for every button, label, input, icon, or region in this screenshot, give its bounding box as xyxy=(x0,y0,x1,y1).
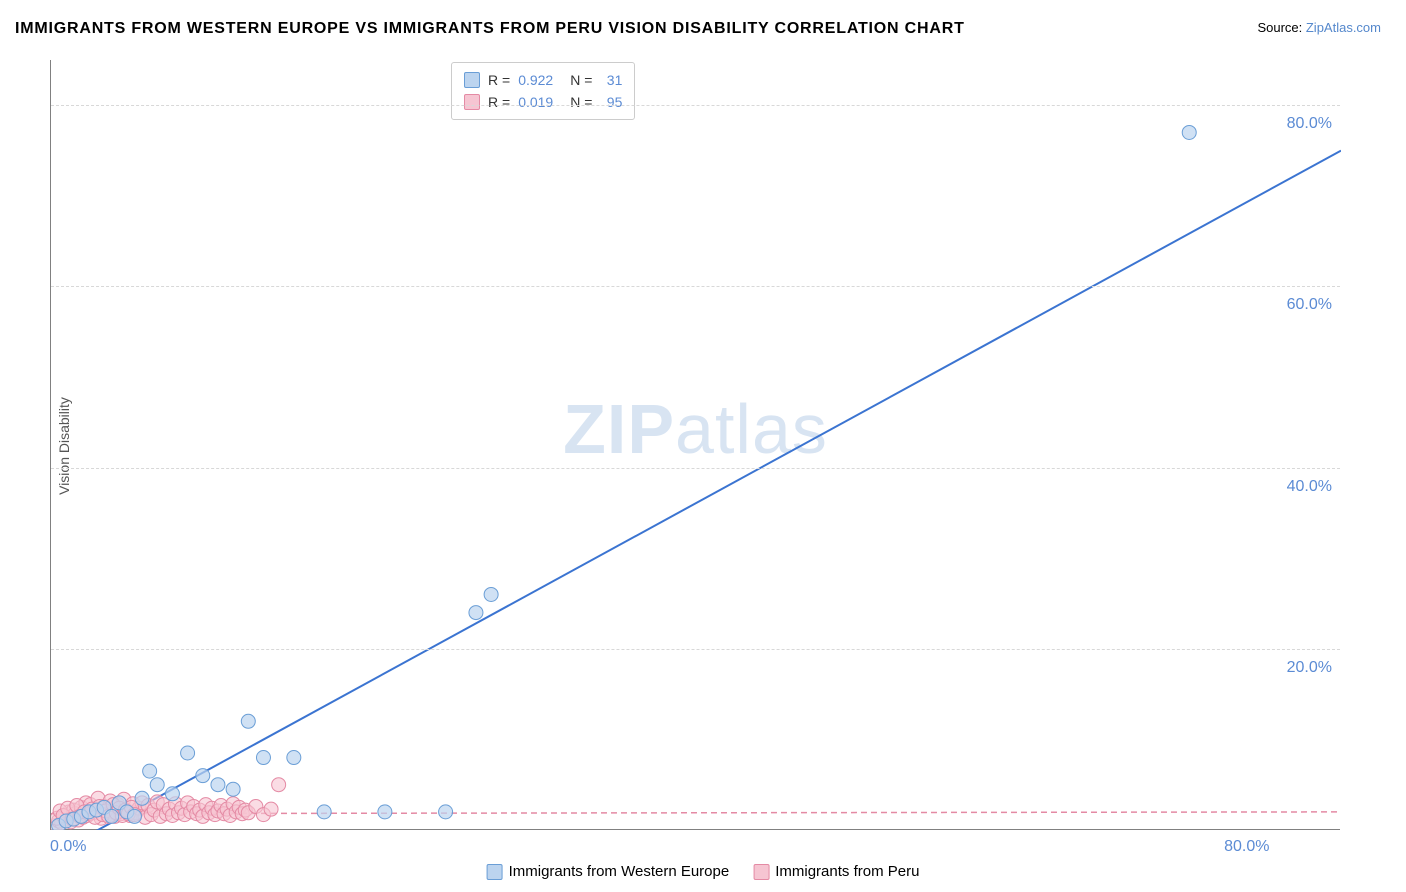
series-label-1: Immigrants from Peru xyxy=(775,863,919,880)
x-tick-label: 0.0% xyxy=(50,838,86,856)
series-label-0: Immigrants from Western Europe xyxy=(509,863,730,880)
series-legend-item-1: Immigrants from Peru xyxy=(753,863,919,880)
y-tick-label: 60.0% xyxy=(1287,296,1332,314)
series-legend-item-0: Immigrants from Western Europe xyxy=(487,863,730,880)
legend-swatch-peru xyxy=(753,864,769,880)
x-tick-label: 80.0% xyxy=(1224,838,1269,856)
n-value-0: 31 xyxy=(600,72,622,88)
plot-area: ZIPatlas R = 0.922 N = 31 R = 0.019 N = … xyxy=(50,60,1340,830)
legend-swatch-europe xyxy=(487,864,503,880)
y-tick-label: 80.0% xyxy=(1287,115,1332,133)
r-label-0: R = xyxy=(488,72,510,88)
gridline xyxy=(51,649,1340,650)
r-label-1: R = xyxy=(488,94,510,110)
n-label-1: N = xyxy=(570,94,592,110)
gridline xyxy=(51,468,1340,469)
r-value-1: 0.019 xyxy=(518,94,562,110)
scatter-plot-svg xyxy=(51,60,1341,830)
stats-legend-box: R = 0.922 N = 31 R = 0.019 N = 95 xyxy=(451,62,635,120)
watermark-zip: ZIP xyxy=(563,390,675,468)
watermark-atlas: atlas xyxy=(675,390,828,468)
chart-container: IMMIGRANTS FROM WESTERN EUROPE VS IMMIGR… xyxy=(0,0,1406,892)
y-tick-label: 40.0% xyxy=(1287,478,1332,496)
n-value-1: 95 xyxy=(600,94,622,110)
chart-title: IMMIGRANTS FROM WESTERN EUROPE VS IMMIGR… xyxy=(15,20,965,38)
watermark: ZIPatlas xyxy=(563,389,828,469)
series-legend: Immigrants from Western Europe Immigrant… xyxy=(487,863,920,880)
r-value-0: 0.922 xyxy=(518,72,562,88)
n-label-0: N = xyxy=(570,72,592,88)
legend-swatch-pink xyxy=(464,94,480,110)
source-label: Source: xyxy=(1257,20,1305,35)
legend-swatch-blue xyxy=(464,72,480,88)
gridline xyxy=(51,105,1340,106)
stats-legend-row-1: R = 0.019 N = 95 xyxy=(464,91,622,113)
stats-legend-row-0: R = 0.922 N = 31 xyxy=(464,69,622,91)
gridline xyxy=(51,286,1340,287)
source-attribution: Source: ZipAtlas.com xyxy=(1257,20,1381,35)
source-link[interactable]: ZipAtlas.com xyxy=(1306,20,1381,35)
y-tick-label: 20.0% xyxy=(1287,659,1332,677)
